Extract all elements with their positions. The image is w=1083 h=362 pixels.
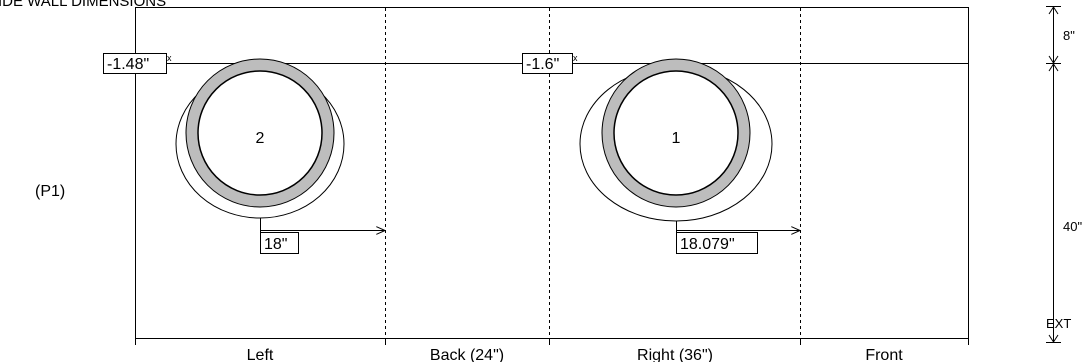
pipe-1-offset-dim: -1.6" x [522,53,578,74]
pipe-1-offset-mark: x [573,53,578,63]
pipe-1-distance-dim: 18.079" [676,221,800,254]
pipe-2-distance-box [260,232,299,254]
pipe-1-number: 1 [672,130,681,147]
wall-label-right: Right (36") [637,347,713,362]
pipe-2-distance-label: 18" [264,236,287,253]
wall-outline [135,7,969,339]
pipe-2: 2 [175,58,345,219]
wall-label-left: Left [247,347,274,362]
pipe-1: 1 [579,58,773,222]
pipe-2-number: 2 [256,130,265,147]
pipe-1-bore [613,70,739,196]
pipe-1-offset-label: -1.6" [526,56,559,73]
pipe-1-gasket-outer-edge [601,58,751,208]
pipe-2-gasket-outer-edge [185,58,335,208]
pipe-2-gasket [186,59,334,207]
height-dim-ext: EXT [1046,316,1071,331]
pipe-2-offset-mark: x [167,53,172,63]
panel-label: (P1) [35,183,65,200]
pipe-2-bore [197,70,323,196]
height-dim-top: 8" [1063,28,1075,43]
height-dimension: 8" 40" EXT [1046,6,1082,343]
bottom-ticks [135,338,969,345]
pipe-2-offset-dim: -1.48" x [103,53,172,74]
pipe-1-distance-label: 18.079" [680,236,735,253]
height-dim-main: 40" [1063,219,1082,234]
wall-label-front: Front [865,347,903,362]
diagram-title: SIDE WALL DIMENSIONS [0,0,166,10]
pipe-2-offset-box [103,53,167,74]
wall-label-back: Back (24") [430,347,504,362]
pipe-1-offset-box [522,53,573,74]
pipe-1-distance-box [676,232,758,254]
pipe-2-distance-dim: 18" [260,218,385,254]
pipe-1-gasket [602,59,750,207]
pipe-2-offset-label: -1.48" [107,56,149,73]
